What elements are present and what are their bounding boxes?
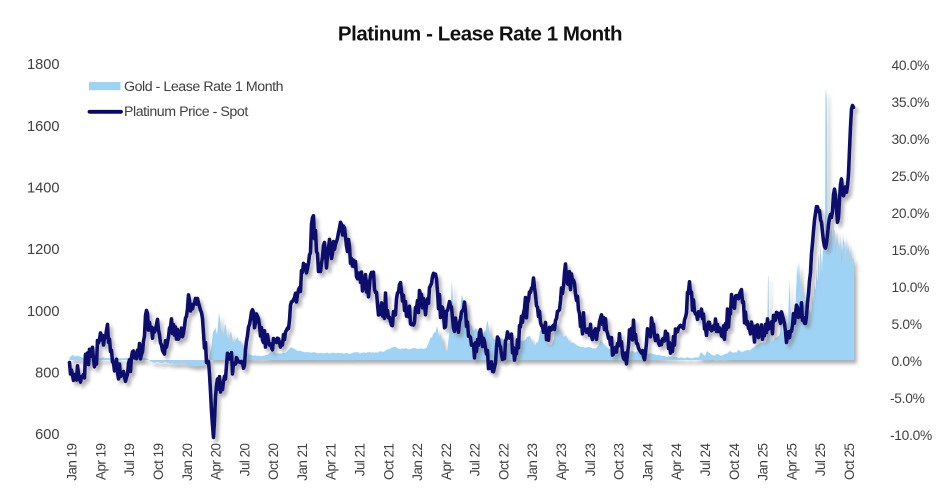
svg-text:1400: 1400: [27, 181, 59, 197]
svg-text:1000: 1000: [27, 304, 59, 320]
svg-text:Oct 24: Oct 24: [727, 442, 742, 479]
svg-text:Apr 19: Apr 19: [93, 443, 108, 480]
svg-text:Apr 23: Apr 23: [554, 443, 569, 480]
svg-text:Jan 19: Jan 19: [65, 443, 80, 480]
svg-text:10.0%: 10.0%: [892, 280, 930, 295]
svg-text:Platinum - Lease Rate 1 Month: Platinum - Lease Rate 1 Month: [338, 23, 622, 46]
svg-text:Jan 24: Jan 24: [640, 442, 655, 480]
svg-text:Jul 21: Jul 21: [353, 443, 368, 476]
svg-text:Apr 21: Apr 21: [324, 443, 339, 480]
svg-text:Oct 20: Oct 20: [266, 443, 281, 479]
svg-text:Apr 25: Apr 25: [784, 443, 799, 480]
svg-text:Platinum Price - Spot: Platinum Price - Spot: [124, 104, 248, 120]
svg-text:Oct 23: Oct 23: [612, 443, 627, 479]
svg-text:-10.0%: -10.0%: [890, 428, 932, 443]
svg-text:1600: 1600: [27, 119, 59, 135]
svg-text:Jul 22: Jul 22: [468, 443, 483, 476]
svg-text:Oct 19: Oct 19: [151, 443, 166, 479]
svg-text:Jul 25: Jul 25: [813, 443, 828, 476]
svg-text:Oct 22: Oct 22: [496, 443, 511, 479]
svg-text:Jul 19: Jul 19: [122, 443, 137, 476]
svg-text:Jul 24: Jul 24: [698, 442, 713, 476]
svg-text:Jan 25: Jan 25: [756, 443, 771, 480]
svg-text:Jan 22: Jan 22: [410, 443, 425, 480]
svg-text:Apr 20: Apr 20: [209, 443, 224, 480]
svg-text:0.0%: 0.0%: [892, 354, 922, 369]
svg-text:1800: 1800: [27, 57, 59, 73]
svg-text:Apr 24: Apr 24: [669, 442, 684, 480]
svg-text:25.0%: 25.0%: [892, 169, 930, 184]
svg-text:Apr 22: Apr 22: [439, 443, 454, 480]
svg-text:30.0%: 30.0%: [892, 132, 930, 147]
svg-text:Jan 20: Jan 20: [180, 443, 195, 480]
svg-text:40.0%: 40.0%: [892, 58, 930, 73]
svg-text:5.0%: 5.0%: [892, 317, 922, 332]
svg-text:600: 600: [35, 427, 59, 443]
svg-text:Jan 23: Jan 23: [525, 443, 540, 480]
svg-text:15.0%: 15.0%: [892, 243, 930, 258]
svg-text:20.0%: 20.0%: [892, 206, 930, 221]
svg-text:Oct 25: Oct 25: [842, 443, 857, 479]
svg-text:1200: 1200: [27, 242, 59, 258]
svg-text:800: 800: [35, 366, 59, 382]
svg-text:Jul 23: Jul 23: [583, 443, 598, 476]
svg-text:35.0%: 35.0%: [892, 95, 930, 110]
svg-text:Gold - Lease Rate 1 Month: Gold - Lease Rate 1 Month: [124, 79, 283, 95]
svg-text:Oct 21: Oct 21: [381, 443, 396, 479]
svg-text:Jan 21: Jan 21: [295, 443, 310, 480]
svg-text:Jul 20: Jul 20: [237, 443, 252, 476]
svg-text:-5.0%: -5.0%: [890, 391, 925, 406]
